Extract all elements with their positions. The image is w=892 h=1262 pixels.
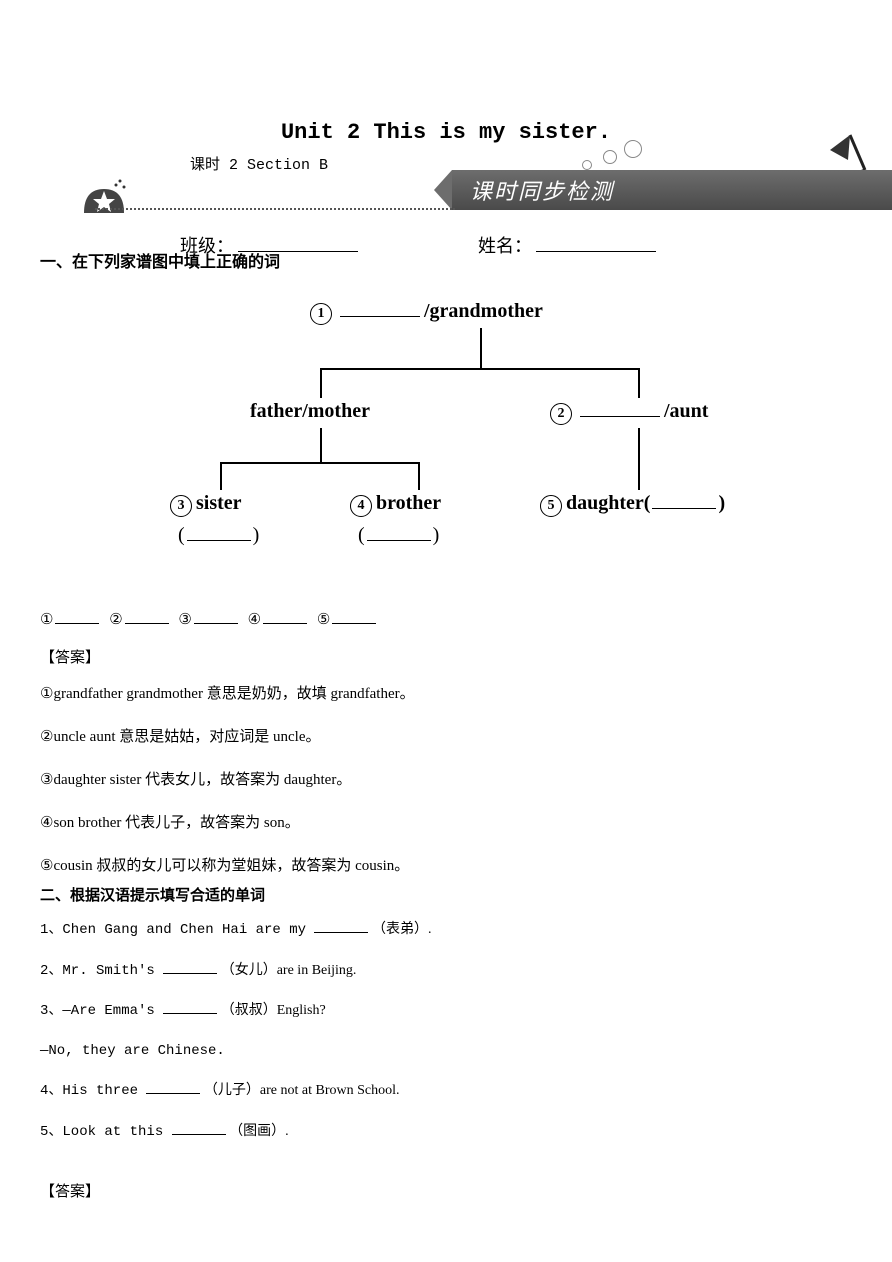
bubble-icon (603, 150, 617, 164)
tree-blank-5[interactable] (652, 508, 716, 509)
banner-text: 课时同步检测 (470, 174, 614, 206)
answer-blank[interactable] (332, 623, 376, 624)
question-line: 4、His three （儿子）are not at Brown School. (40, 1081, 840, 1102)
tree-node3-text: sister (196, 492, 242, 515)
answer-blank[interactable] (194, 623, 238, 624)
circle-1-icon: 1 (310, 303, 332, 325)
dotted-divider (95, 208, 455, 210)
answer-num-2: ② (109, 612, 122, 628)
tree-node4-text: brother (376, 492, 441, 515)
answer-num-5: ⑤ (317, 612, 330, 628)
answer-blank[interactable] (125, 623, 169, 624)
name-label: 姓名： (478, 232, 532, 258)
tree-node2-text: /aunt (664, 400, 708, 423)
question-blank[interactable] (172, 1134, 226, 1135)
question-line: 2、Mr. Smith's （女儿）are in Beijing. (40, 961, 840, 982)
name-blank[interactable] (536, 251, 656, 252)
answer-line: ④son brother 代表儿子，故答案为 son。 (40, 813, 840, 834)
answer-num-4: ④ (248, 612, 261, 628)
tree-node1-text: /grandmother (424, 300, 543, 323)
question-line: 3、—Are Emma's （叔叔）English? (40, 1001, 840, 1022)
tree-blank-4[interactable] (367, 540, 431, 541)
tree-blank-2[interactable] (580, 416, 660, 417)
tree-node5-close: ) (718, 492, 725, 515)
question-line: 5、Look at this （图画）. (40, 1122, 840, 1143)
bubble-icon (582, 160, 592, 170)
circle-2-icon: 2 (550, 403, 572, 425)
tree-blank-1[interactable] (340, 316, 420, 317)
answer-num-3: ③ (178, 612, 191, 628)
answer-prompt-row: ① ② ③ ④ ⑤ (40, 610, 382, 629)
tree-parents-text: father/mother (250, 400, 370, 423)
section2-questions: 1、Chen Gang and Chen Hai are my （表弟）. 2、… (40, 920, 840, 1163)
section2-heading: 二、根据汉语提示填写合适的单词 (40, 884, 840, 905)
circle-5-icon: 5 (540, 495, 562, 517)
answer-header-2: 【答案】 (40, 1180, 840, 1201)
answer-blank[interactable] (55, 623, 99, 624)
family-tree: 1 /grandmother father/mother 2 /aunt 3 (100, 300, 800, 580)
answer-line: ⑤cousin 叔叔的女儿可以称为堂姐妹，故答案为 cousin。 (40, 856, 840, 877)
question-blank[interactable] (146, 1093, 200, 1094)
question-blank[interactable] (163, 973, 217, 974)
answer-num-1: ① (40, 612, 53, 628)
answer-line: ①grandfather grandmother 意思是奶奶，故填 grandf… (40, 684, 840, 705)
tree-node5-text: daughter( (566, 492, 650, 515)
unit-title: Unit 2 This is my sister. (40, 120, 852, 145)
banner: 课时同步检测 (452, 170, 892, 210)
answer-line: ②uncle aunt 意思是姑姑，对应词是 uncle。 (40, 727, 840, 748)
question-line: —No, they are Chinese. (40, 1042, 840, 1062)
circle-4-icon: 4 (350, 495, 372, 517)
question-line: 1、Chen Gang and Chen Hai are my （表弟）. (40, 920, 840, 941)
bubble-icon (624, 140, 642, 158)
answer-blank[interactable] (263, 623, 307, 624)
question-blank[interactable] (314, 932, 368, 933)
question-blank[interactable] (163, 1013, 217, 1014)
answer-line: ③daughter sister 代表女儿，故答案为 daughter。 (40, 770, 840, 791)
answer-header-1: 【答案】 (40, 646, 840, 667)
section1-answers: ①grandfather grandmother 意思是奶奶，故填 grandf… (40, 684, 840, 899)
section1-heading: 一、在下列家谱图中填上正确的词 (40, 248, 280, 272)
circle-3-icon: 3 (170, 495, 192, 517)
tree-blank-3[interactable] (187, 540, 251, 541)
